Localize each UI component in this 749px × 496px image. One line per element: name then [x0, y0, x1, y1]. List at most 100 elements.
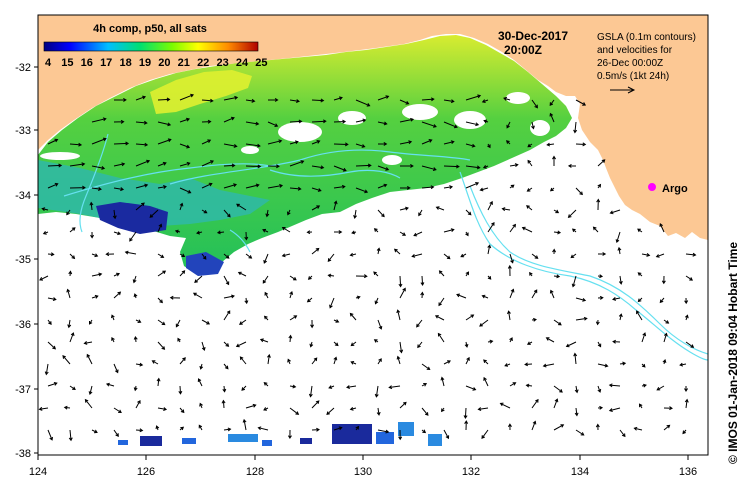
- velocity-arrow: [507, 423, 512, 431]
- velocity-arrow: [281, 253, 291, 258]
- velocity-arrow: [434, 315, 445, 321]
- lat-tick-label: -36: [15, 319, 31, 331]
- velocity-arrow: [465, 231, 469, 237]
- lat-tick-label: -35: [15, 254, 31, 266]
- velocity-arrow: [66, 288, 71, 299]
- velocity-arrow: [47, 319, 52, 325]
- colorbar-tick-label: 25: [255, 57, 267, 69]
- velocity-arrow: [487, 339, 494, 344]
- velocity-arrow: [549, 289, 555, 299]
- velocity-arrow: [398, 275, 403, 288]
- velocity-arrow: [417, 341, 423, 349]
- colorbar-title: 4h comp, p50, all sats: [93, 23, 207, 35]
- velocity-arrow: [378, 141, 388, 146]
- velocity-arrow: [245, 403, 257, 409]
- velocity-arrow: [157, 319, 166, 326]
- velocity-arrow: [194, 275, 203, 284]
- velocity-arrow: [521, 226, 533, 233]
- velocity-arrow: [487, 221, 495, 233]
- velocity-arrow: [333, 426, 343, 431]
- velocity-arrow: [400, 163, 414, 168]
- velocity-arrow: [685, 341, 695, 348]
- velocity-arrow: [268, 97, 279, 102]
- velocity-arrow: [111, 336, 115, 343]
- velocity-arrow: [135, 120, 148, 125]
- velocity-arrow: [113, 407, 122, 414]
- velocity-arrow: [612, 297, 621, 301]
- velocity-arrow: [481, 294, 489, 299]
- velocity-arrow: [157, 97, 171, 102]
- velocity-arrow: [545, 337, 555, 343]
- velocity-arrow: [221, 399, 226, 409]
- longitude-axis: 124 126 128 130 132 134 136: [29, 455, 697, 478]
- velocity-arrow: [333, 165, 347, 172]
- latitude-axis: -32 -33 -34 -35 -36 -37 -38: [15, 62, 38, 460]
- velocity-arrow: [333, 119, 347, 124]
- colorbar-tick-label: 4: [45, 57, 52, 69]
- velocity-arrow: [91, 429, 98, 434]
- velocity-arrow: [113, 272, 120, 277]
- velocity-arrow: [507, 264, 512, 277]
- velocity-arrow: [281, 227, 291, 233]
- lat-tick-label: -38: [15, 448, 31, 460]
- velocity-arrow: [437, 332, 445, 343]
- velocity-arrow: [113, 231, 122, 236]
- lon-tick-label: 136: [679, 466, 697, 478]
- velocity-arrow: [287, 429, 292, 440]
- velocity-arrow: [113, 119, 125, 124]
- velocity-arrow: [553, 398, 559, 409]
- velocity-arrow: [531, 99, 538, 109]
- colorbar-tick-label: 19: [139, 57, 151, 69]
- velocity-arrow: [223, 427, 232, 432]
- lon-tick-label: 128: [246, 466, 264, 478]
- velocity-arrow: [373, 271, 379, 277]
- velocity-arrow: [443, 429, 450, 440]
- velocity-arrow: [373, 228, 379, 233]
- velocity-arrow: [421, 97, 435, 102]
- velocity-arrow: [546, 142, 555, 147]
- velocity-arrow: [201, 253, 207, 260]
- velocity-arrow: [289, 160, 305, 167]
- velocity-arrow: [684, 386, 689, 392]
- velocity-arrow: [377, 319, 383, 330]
- velocity-arrow: [124, 250, 137, 255]
- velocity-arrow: [465, 165, 481, 170]
- velocity-arrow: [216, 230, 225, 235]
- velocity-arrow: [63, 405, 71, 410]
- velocity-arrow: [575, 316, 588, 321]
- colorbar-tick-label: 16: [81, 57, 93, 69]
- velocity-arrow: [169, 295, 181, 300]
- lat-tick-label: -32: [15, 62, 31, 74]
- velocity-arrow: [199, 402, 203, 409]
- velocity-arrow: [641, 253, 651, 257]
- velocity-arrow: [90, 231, 95, 239]
- velocity-arrow: [175, 319, 181, 328]
- velocity-arrow: [259, 338, 269, 343]
- velocity-arrow: [133, 335, 138, 343]
- velocity-arrow: [201, 139, 212, 145]
- velocity-arrow: [47, 297, 57, 301]
- velocity-arrow: [662, 359, 667, 365]
- velocity-arrow: [355, 99, 371, 107]
- velocity-arrow: [179, 202, 184, 211]
- velocity-arrow: [655, 253, 665, 258]
- velocity-arrow: [308, 385, 313, 398]
- velocity-arrow: [421, 429, 427, 434]
- velocity-arrow: [350, 361, 357, 365]
- velocity-arrow: [633, 426, 643, 431]
- velocity-arrow: [307, 275, 313, 280]
- velocity-arrow: [244, 231, 249, 241]
- velocity-arrow: [501, 207, 511, 212]
- velocity-arrow: [179, 253, 186, 257]
- velocity-arrow: [196, 230, 203, 235]
- velocity-arrow: [83, 341, 93, 345]
- velocity-arrow: [684, 297, 689, 305]
- velocity-arrow: [388, 385, 401, 390]
- velocity-arrow: [242, 418, 247, 431]
- velocity-arrow: [86, 353, 93, 365]
- velocity-arrow: [411, 253, 423, 258]
- velocity-arrow: [157, 121, 172, 127]
- velocity-arrow: [438, 297, 445, 307]
- gsla-contours: [63, 133, 708, 361]
- velocity-arrow: [597, 405, 604, 410]
